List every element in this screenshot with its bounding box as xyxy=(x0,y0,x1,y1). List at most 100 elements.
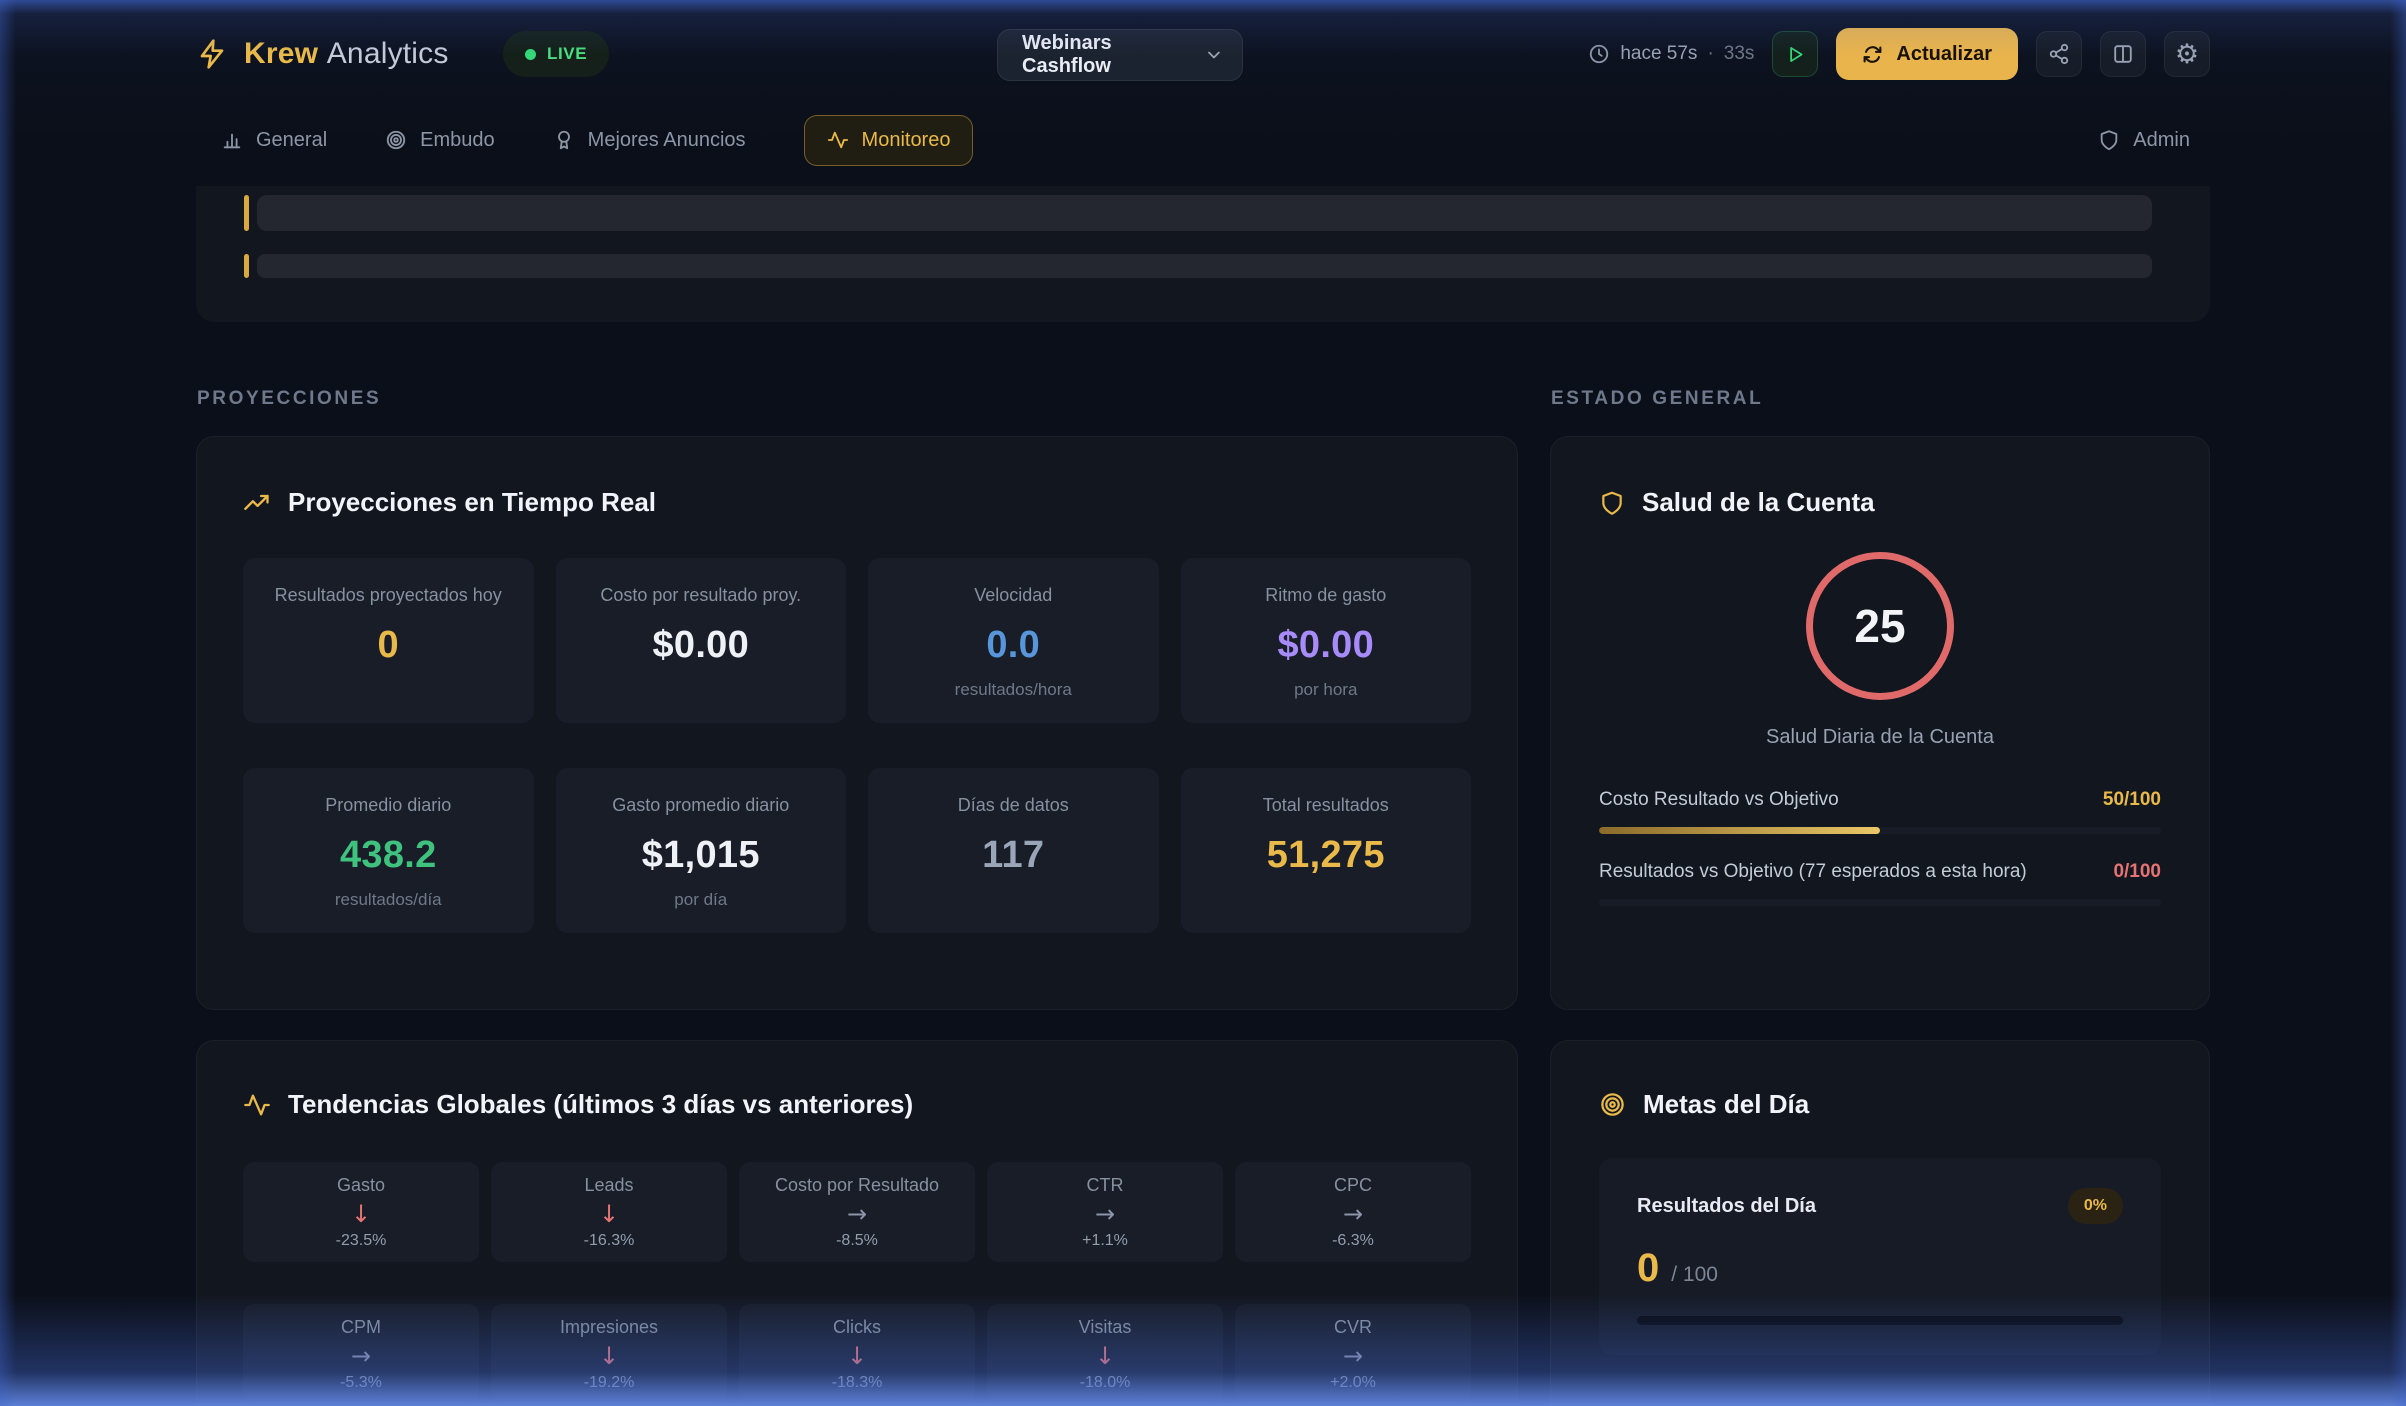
activity-icon xyxy=(244,1094,270,1115)
trend-down-icon xyxy=(599,1344,619,1368)
bar-track xyxy=(257,195,2152,231)
trend-value: -18.3% xyxy=(831,1373,883,1391)
card-title-row: Proyecciones en Tiempo Real xyxy=(243,487,1471,518)
section-label-proyecciones: PROYECCIONES xyxy=(197,388,382,409)
activity-icon xyxy=(827,131,848,149)
live-status-badge: LIVE xyxy=(503,31,610,77)
health-gauge: 25 xyxy=(1806,552,1954,700)
goal-target-value: / 100 xyxy=(1671,1263,1718,1286)
tab-label: General xyxy=(256,128,328,151)
trend-flat-icon xyxy=(1095,1202,1115,1226)
card-title: Tendencias Globales (últimos 3 días vs a… xyxy=(288,1089,914,1119)
play-button[interactable] xyxy=(1772,31,1819,77)
scrolled-card-partial xyxy=(196,186,2210,322)
share-button[interactable] xyxy=(2036,31,2082,77)
metric-label: Resultados proyectados hoy xyxy=(274,585,502,605)
refresh-timer: hace 57s · 33s xyxy=(1588,43,1754,65)
trend-down-icon xyxy=(1095,1344,1115,1368)
trend-value: -18.0% xyxy=(1079,1373,1131,1391)
shield-icon xyxy=(1602,491,1622,515)
card-proyecciones: Proyecciones en Tiempo Real Resultados p… xyxy=(196,436,1518,1010)
objective-label: Costo Resultado vs Objetivo xyxy=(1599,789,1839,810)
trend-tile: Visitas -18.0% xyxy=(987,1304,1223,1404)
metric-tile: Resultados proyectados hoy 0 xyxy=(243,558,534,723)
refresh-button[interactable]: Actualizar xyxy=(1836,28,2018,80)
trend-flat-icon xyxy=(351,1344,371,1368)
objective-progress-track xyxy=(1599,827,2161,834)
objective-row: Resultados vs Objetivo (77 esperados a e… xyxy=(1599,861,2161,906)
metric-tile: Días de datos 117 xyxy=(868,768,1159,933)
trends-grid: Gasto -23.5% Leads -16.3% Costo por Resu… xyxy=(243,1162,1471,1404)
metric-sub: resultados/hora xyxy=(954,680,1072,699)
trend-label: Impresiones xyxy=(559,1316,659,1337)
trend-label: Clicks xyxy=(833,1316,881,1337)
columns-layout-button[interactable] xyxy=(2100,31,2146,77)
metrics-grid: Resultados proyectados hoy 0 Costo por r… xyxy=(243,558,1471,933)
columns-icon xyxy=(2114,45,2132,63)
bar-chart-icon xyxy=(223,133,241,149)
card-title: Metas del Día xyxy=(1643,1089,1810,1119)
tab-general[interactable]: General xyxy=(221,129,327,152)
brand-light: Analytics xyxy=(326,37,449,70)
shield-icon xyxy=(2101,130,2118,151)
health-gauge-wrap: 25 xyxy=(1599,552,2161,700)
tab-mejores-anuncios[interactable]: Mejores Anuncios xyxy=(553,129,746,152)
trend-label: Visitas xyxy=(1078,1316,1132,1337)
bar-track xyxy=(257,254,2152,278)
tab-embudo[interactable]: Embudo xyxy=(385,129,495,152)
objective-progress-fill xyxy=(1599,827,1880,834)
live-label: LIVE xyxy=(547,44,588,63)
account-selector-value: Webinars Cashflow xyxy=(1022,32,1112,77)
clock-icon xyxy=(1590,44,1609,64)
metric-tile: Velocidad 0.0 resultados/hora xyxy=(868,558,1159,723)
play-icon xyxy=(1790,46,1803,62)
trend-tile: CPC -6.3% xyxy=(1235,1162,1471,1262)
trend-value: -6.3% xyxy=(1332,1231,1374,1249)
card-metas-del-dia: Metas del Día Resultados del Día 0% 0 / … xyxy=(1550,1040,2210,1406)
trend-flat-icon xyxy=(847,1202,867,1226)
trend-value: -5.3% xyxy=(340,1373,382,1391)
tab-label: Mejores Anuncios xyxy=(587,128,746,151)
metric-label: Ritmo de gasto xyxy=(1265,585,1387,605)
trend-value: -19.2% xyxy=(583,1373,635,1391)
award-icon xyxy=(557,130,570,150)
metric-value: 51,275 xyxy=(1266,834,1385,876)
metric-value: $1,015 xyxy=(641,834,760,876)
trend-value: -16.3% xyxy=(583,1231,635,1249)
trend-label: CPC xyxy=(1333,1174,1372,1195)
settings-button[interactable]: ⚙ xyxy=(2164,31,2210,77)
trend-tile: CVR +2.0% xyxy=(1235,1304,1471,1404)
nav-admin[interactable]: Admin xyxy=(2098,108,2190,172)
trend-tile: Costo por Resultado -8.5% xyxy=(739,1162,975,1262)
goal-label: Resultados del Día xyxy=(1637,1194,1816,1217)
health-gauge-caption: Salud Diaria de la Cuenta xyxy=(1766,726,1994,748)
metric-sub: por hora xyxy=(1294,680,1358,699)
bar-row xyxy=(244,195,2152,231)
trend-value: +1.1% xyxy=(1082,1231,1128,1249)
metric-label: Días de datos xyxy=(957,795,1069,815)
trend-label: CTR xyxy=(1086,1174,1124,1195)
card-title-row: Salud de la Cuenta xyxy=(1599,487,2161,518)
goal-current-value: 0 xyxy=(1637,1246,1660,1290)
brand: Krew Analytics xyxy=(196,28,449,80)
card-title: Proyecciones en Tiempo Real xyxy=(288,487,656,517)
bar-marker xyxy=(244,195,249,231)
trend-tile: CPM -5.3% xyxy=(243,1304,479,1404)
trend-label: CVR xyxy=(1333,1316,1372,1337)
target-icon xyxy=(1601,1093,1624,1116)
tab-monitoreo[interactable]: Monitoreo xyxy=(803,114,974,166)
viewport-glow-right xyxy=(2390,0,2406,1406)
goal-percentage-badge: 0% xyxy=(2067,1188,2123,1224)
bar-marker xyxy=(244,254,249,278)
chevron-down-icon xyxy=(1208,51,1220,59)
metric-value: $0.00 xyxy=(1277,624,1375,666)
metric-tile: Ritmo de gasto $0.00 por hora xyxy=(1180,558,1471,723)
timer-separator: · xyxy=(1707,43,1714,64)
trend-value: +2.0% xyxy=(1330,1373,1376,1391)
account-selector-dropdown[interactable]: Webinars Cashflow xyxy=(997,29,1243,81)
trend-value: -8.5% xyxy=(836,1231,878,1249)
refresh-countdown: 33s xyxy=(1723,43,1755,64)
card-salud-cuenta: Salud de la Cuenta 25 Salud Diaria de la… xyxy=(1550,436,2210,1010)
trending-up-icon xyxy=(244,494,269,510)
trend-tile: Impresiones -19.2% xyxy=(491,1304,727,1404)
